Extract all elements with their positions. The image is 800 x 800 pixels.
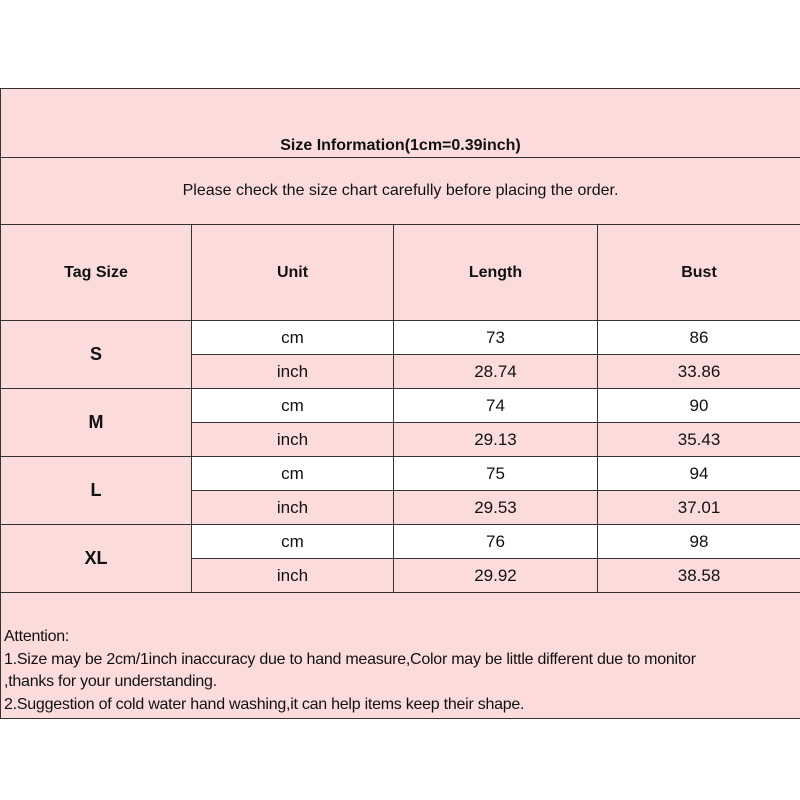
table-row: inch 29.92 38.58 (1, 558, 800, 593)
attention-line: 2.Suggestion of cold water hand washing,… (4, 695, 525, 713)
length-cell: 74 (393, 388, 598, 423)
unit-cell: inch (191, 490, 394, 525)
table-row: inch 28.74 33.86 (1, 354, 800, 389)
length-cell: 76 (393, 524, 598, 559)
unit-cell: cm (191, 320, 394, 355)
tag-size-cell: XL (0, 524, 192, 593)
header-length: Length (393, 224, 598, 321)
attention-notes: Attention: 1.Size may be 2cm/1inch inacc… (0, 592, 800, 719)
length-cell: 28.74 (393, 354, 598, 389)
size-chart-table: Size Information(1cm=0.39inch) Please ch… (0, 88, 800, 719)
bust-cell: 38.58 (596, 558, 800, 593)
header-row: Tag Size Unit Length Bust (0, 224, 800, 321)
bust-cell: 94 (596, 456, 800, 491)
tag-size-cell: M (0, 388, 192, 457)
header-unit: Unit (191, 224, 394, 321)
bust-cell: 98 (596, 524, 800, 559)
unit-cell: inch (191, 558, 394, 593)
header-tag-size: Tag Size (0, 224, 192, 321)
table-row: XL cm 76 98 (0, 524, 800, 593)
bust-cell: 37.01 (596, 490, 800, 525)
tag-size-cell: S (0, 320, 192, 389)
table-title: Size Information(1cm=0.39inch) (0, 88, 800, 158)
length-cell: 75 (393, 456, 598, 491)
unit-cell: cm (191, 456, 394, 491)
bust-cell: 86 (596, 320, 800, 355)
attention-line: ,thanks for your understanding. (4, 673, 217, 690)
length-cell: 29.92 (393, 558, 598, 593)
header-bust: Bust (596, 224, 800, 321)
attention-heading: Attention: (4, 628, 70, 645)
unit-cell: cm (191, 524, 394, 559)
unit-cell: inch (191, 422, 394, 457)
tag-size-cell: L (0, 456, 192, 525)
table-subtitle: Please check the size chart carefully be… (0, 157, 800, 225)
length-cell: 73 (393, 320, 598, 355)
unit-cell: inch (191, 354, 394, 389)
bust-cell: 35.43 (596, 422, 800, 457)
attention-line: 1.Size may be 2cm/1inch inaccuracy due t… (4, 650, 696, 668)
table-row: inch 29.53 37.01 (1, 490, 800, 525)
bust-cell: 90 (596, 388, 800, 423)
unit-cell: cm (191, 388, 394, 423)
length-cell: 29.53 (393, 490, 598, 525)
bust-cell: 33.86 (596, 354, 800, 389)
length-cell: 29.13 (393, 422, 598, 457)
table-row: inch 29.13 35.43 (1, 422, 800, 457)
